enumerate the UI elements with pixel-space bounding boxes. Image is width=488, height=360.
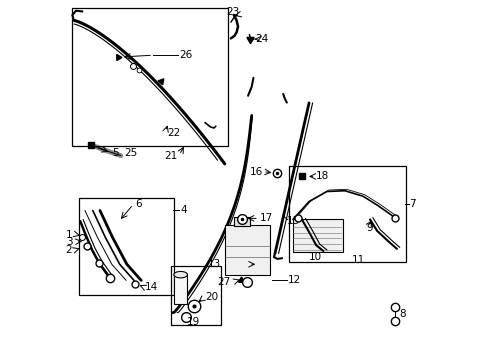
Text: 7: 7 bbox=[408, 199, 415, 210]
Text: 1: 1 bbox=[65, 230, 72, 239]
Bar bbox=[292, 220, 343, 252]
Text: 4: 4 bbox=[180, 206, 186, 216]
Text: 20: 20 bbox=[204, 292, 218, 302]
Text: 25: 25 bbox=[124, 148, 137, 158]
Text: 21: 21 bbox=[164, 151, 178, 161]
Text: 16: 16 bbox=[249, 167, 263, 177]
Text: 2: 2 bbox=[65, 244, 72, 255]
Text: 10: 10 bbox=[308, 252, 322, 262]
Bar bbox=[72, 8, 227, 146]
Bar bbox=[289, 166, 405, 262]
Text: 26: 26 bbox=[179, 50, 192, 60]
Text: 19: 19 bbox=[186, 317, 200, 327]
Text: 9: 9 bbox=[366, 224, 372, 233]
Text: 13: 13 bbox=[207, 259, 221, 269]
Text: 6: 6 bbox=[135, 199, 141, 210]
Text: 3: 3 bbox=[65, 237, 72, 247]
Bar bbox=[233, 217, 249, 226]
Bar bbox=[224, 225, 269, 275]
Bar bbox=[79, 198, 174, 295]
Text: 27: 27 bbox=[217, 277, 230, 287]
Text: 17: 17 bbox=[260, 213, 273, 223]
Text: 24: 24 bbox=[255, 35, 268, 44]
Text: 18: 18 bbox=[315, 171, 328, 181]
Bar bbox=[174, 275, 187, 304]
Text: 8: 8 bbox=[399, 310, 405, 319]
Text: 15: 15 bbox=[286, 216, 300, 225]
Ellipse shape bbox=[174, 271, 187, 278]
Text: 11: 11 bbox=[351, 255, 365, 265]
Text: 22: 22 bbox=[167, 129, 180, 138]
Text: 23: 23 bbox=[226, 7, 239, 17]
Text: 14: 14 bbox=[144, 282, 158, 292]
Text: 12: 12 bbox=[287, 275, 301, 285]
Bar bbox=[171, 266, 221, 325]
Text: 5: 5 bbox=[112, 148, 119, 158]
